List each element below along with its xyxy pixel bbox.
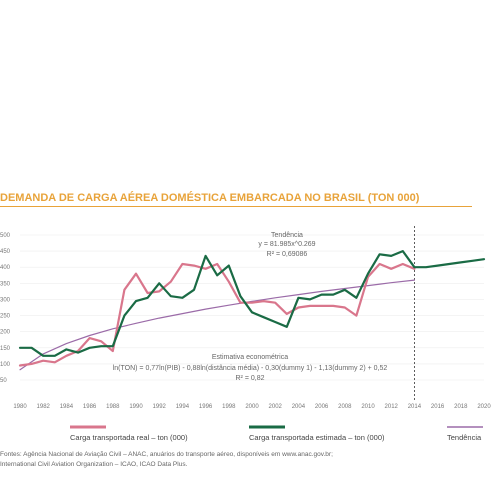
- x-tick-label: 1994: [176, 404, 190, 410]
- y-tick-label: 400: [0, 265, 11, 271]
- series-line-estimated: [18, 250, 486, 357]
- y-tick-label: 200: [0, 330, 11, 336]
- x-tick-label: 1986: [83, 404, 97, 410]
- y-tick-label: 100: [0, 362, 11, 368]
- x-tick-label: 2004: [292, 404, 306, 410]
- x-tick-label: 1992: [153, 404, 167, 410]
- x-tick-label: 2020: [477, 404, 491, 410]
- source-note: Fontes: Agência Nacional de Aviação Civi…: [0, 450, 500, 470]
- x-tick-label: 1984: [60, 404, 74, 410]
- source-line-2: International Civil Aviation Organizatio…: [0, 461, 188, 468]
- series-line-trend: [19, 279, 415, 371]
- x-axis-ticks: 1980 1982 1984 1986 1988 1990 1992 1994 1996 1998…: [13, 404, 491, 410]
- x-tick-label: 1996: [199, 404, 213, 410]
- y-tick-label: 300: [0, 297, 11, 303]
- econ-annotation-title: Estimativa econométrica: [212, 354, 288, 361]
- x-tick-label: 2006: [315, 404, 329, 410]
- econ-annotation-equation: ln(TON) = 0,77ln(PIB) - 0,88ln(distância…: [113, 365, 388, 372]
- x-tick-label: 2014: [408, 404, 422, 410]
- y-axis-ticks: 50 100 150 200 250 300 350 400 450 500: [0, 233, 11, 384]
- y-tick-label: 450: [0, 249, 11, 255]
- econ-annotation-r2: R² = 0,82: [236, 375, 265, 382]
- x-tick-label: 1998: [222, 404, 236, 410]
- legend-label-estimated: Carga transportada estimada – ton (000): [249, 433, 385, 442]
- y-tick-label: 150: [0, 346, 11, 352]
- trend-annotation-equation: y = 81.985x^0.269: [258, 241, 315, 248]
- trend-annotation-title: Tendência: [271, 232, 303, 239]
- x-tick-label: 1982: [37, 404, 51, 410]
- x-tick-label: 2012: [385, 404, 399, 410]
- legend-label-trend: Tendência: [447, 433, 482, 442]
- x-tick-label: 2018: [454, 404, 468, 410]
- x-tick-label: 2016: [431, 404, 445, 410]
- chart-title: DEMANDA DE CARGA AÉREA DOMÉSTICA EMBARCA…: [0, 192, 420, 204]
- series-group: [18, 226, 486, 400]
- x-tick-label: 2000: [245, 404, 259, 410]
- x-tick-label: 1988: [106, 404, 120, 410]
- x-tick-label: 1990: [129, 404, 143, 410]
- y-tick-label: 50: [0, 378, 7, 384]
- legend-label-real: Carga transportada real – ton (000): [70, 433, 188, 442]
- y-tick-label: 500: [0, 233, 11, 239]
- series-line-real: [18, 262, 416, 367]
- x-tick-label: 2002: [269, 404, 283, 410]
- y-tick-label: 350: [0, 281, 11, 287]
- gridlines: [20, 234, 484, 381]
- x-tick-label: 1980: [13, 404, 27, 410]
- title-underline: [0, 206, 472, 207]
- x-tick-label: 2010: [361, 404, 375, 410]
- source-line-1: Fontes: Agência Nacional de Aviação Civi…: [0, 451, 333, 458]
- x-tick-label: 2008: [338, 404, 352, 410]
- trend-annotation-r2: R² = 0,69086: [267, 251, 308, 258]
- y-tick-label: 250: [0, 314, 11, 320]
